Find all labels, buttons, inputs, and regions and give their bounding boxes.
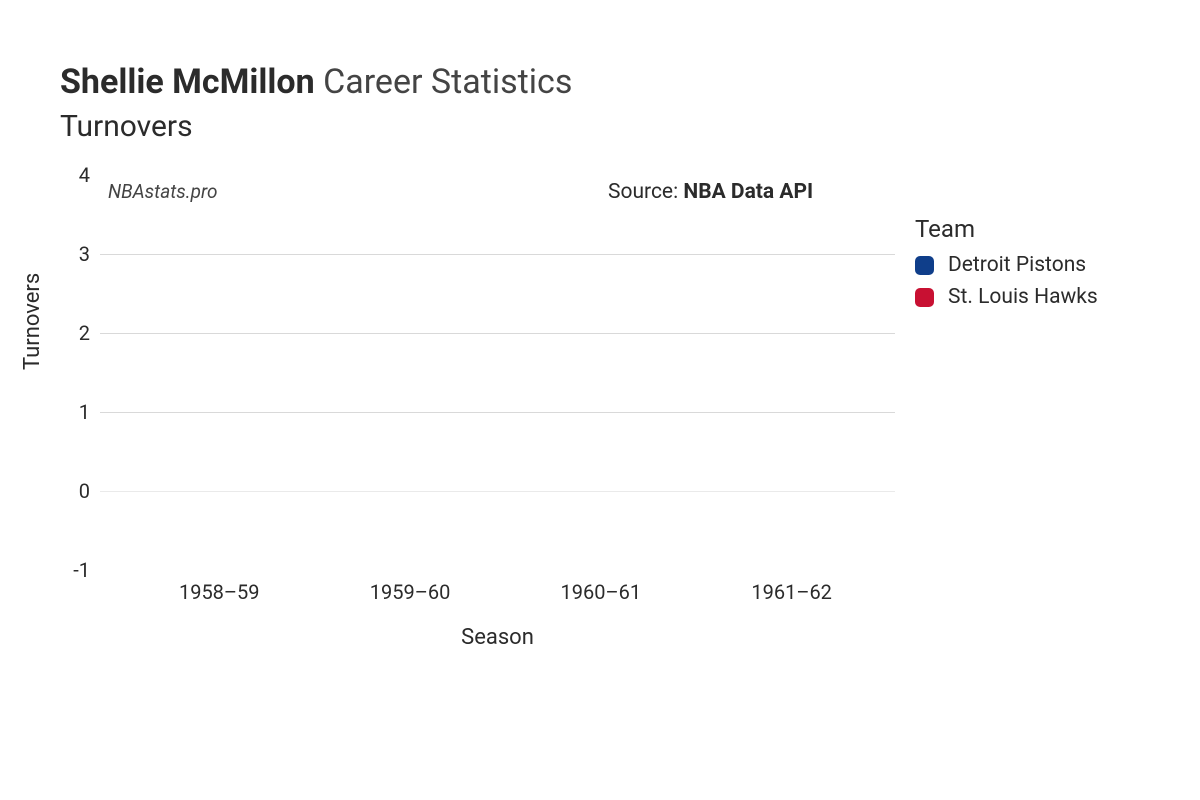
chart-subtitle: Turnovers <box>60 109 572 144</box>
gridline-y0 <box>100 491 895 492</box>
ytick-2: 2 <box>50 321 90 345</box>
legend-label-detroit: Detroit Pistons <box>948 253 1086 277</box>
x-axis-label: Season <box>100 625 895 650</box>
ytick-neg1: -1 <box>50 558 90 582</box>
legend-item-stlouis: St. Louis Hawks <box>915 285 1098 309</box>
title-suffix: Career Statistics <box>323 62 572 102</box>
legend-swatch-stlouis <box>915 288 934 307</box>
ytick-4: 4 <box>50 163 90 187</box>
legend-title: Team <box>915 215 1098 243</box>
ytick-3: 3 <box>50 242 90 266</box>
xtick-2: 1960–61 <box>561 580 642 604</box>
title-block: Shellie McMillon Career Statistics Turno… <box>60 62 572 144</box>
xtick-3: 1961–62 <box>751 580 832 604</box>
y-axis-label: Turnovers <box>20 273 45 370</box>
gridline-y1 <box>100 412 895 413</box>
plot-area: 4 3 2 1 0 -1 1958–59 1959–60 1960–61 196… <box>100 175 895 570</box>
player-name: Shellie McMillon <box>60 62 315 102</box>
xtick-0: 1958–59 <box>179 580 260 604</box>
chart-title: Shellie McMillon Career Statistics <box>60 62 572 103</box>
gridline-y2 <box>100 333 895 334</box>
ytick-0: 0 <box>50 479 90 503</box>
chart-container: Shellie McMillon Career Statistics Turno… <box>0 0 1200 800</box>
legend-label-stlouis: St. Louis Hawks <box>948 285 1098 309</box>
ytick-1: 1 <box>50 400 90 424</box>
xtick-1: 1959–60 <box>370 580 451 604</box>
gridline-y3 <box>100 254 895 255</box>
legend-swatch-detroit <box>915 256 934 275</box>
legend: Team Detroit Pistons St. Louis Hawks <box>915 215 1098 317</box>
legend-item-detroit: Detroit Pistons <box>915 253 1098 277</box>
